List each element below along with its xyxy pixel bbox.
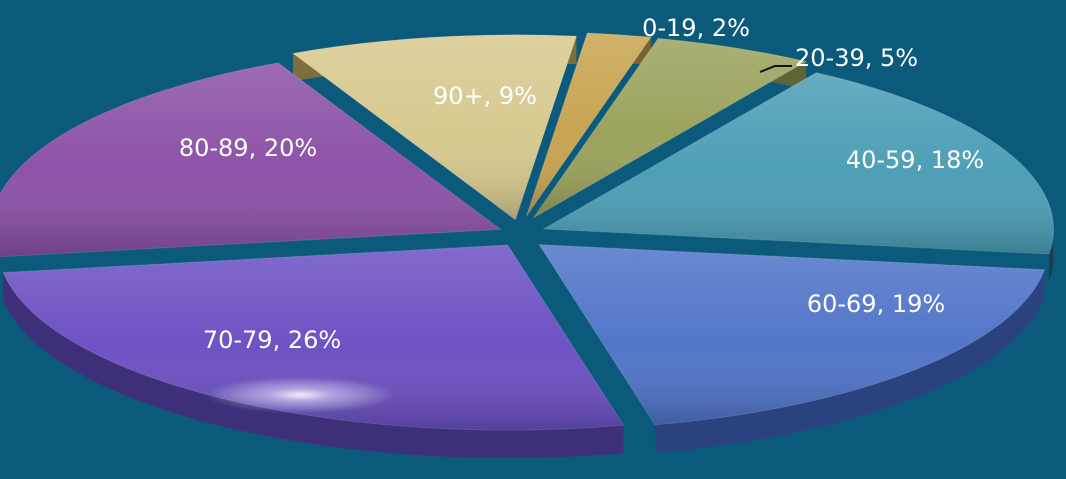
pie-slice-shade-70-79 <box>3 245 624 431</box>
slice-label-80-89: 80-89, 20% <box>179 134 317 162</box>
pie-slice-shade-20-39 <box>533 38 807 218</box>
pie-slice-70-79 <box>2 244 625 459</box>
slice-label-40-59: 40-59, 18% <box>846 146 984 174</box>
pie-slice-90+ <box>291 34 578 221</box>
pie-slice-shade-90+ <box>293 34 577 220</box>
pie-slice-40-59 <box>541 72 1055 283</box>
slice-label-60-69: 60-69, 19% <box>807 290 945 318</box>
pie-slice-0-19 <box>525 32 652 217</box>
highlight-glint <box>205 376 396 413</box>
pie-slice-shade-60-69 <box>539 244 1045 425</box>
pie-slice-80-89 <box>0 62 502 258</box>
leader-line-20-39 <box>759 65 792 73</box>
labels-layer: 0-19, 2% 20-39, 5% 40-59, 18% 60-69, 19% 70-… <box>179 14 984 354</box>
pie-slice-shade-40-59 <box>543 72 1054 255</box>
pie-slice-side-60-69 <box>655 269 1045 453</box>
pie-slice-20-39 <box>533 37 808 219</box>
slice-label-70-79: 70-79, 26% <box>203 326 341 354</box>
slice-label-0-19: 0-19, 2% <box>642 14 750 42</box>
slice-label-90+: 90+, 9% <box>433 82 537 110</box>
pie-slice-shade-0-19 <box>526 32 651 217</box>
slice-label-20-39: 20-39, 5% <box>795 44 918 72</box>
slices-layer <box>0 32 1055 459</box>
pie-slice-side-70-79 <box>3 272 624 459</box>
pie-slice-60-69 <box>538 244 1046 453</box>
pie-slice-shade-80-89 <box>0 62 501 257</box>
